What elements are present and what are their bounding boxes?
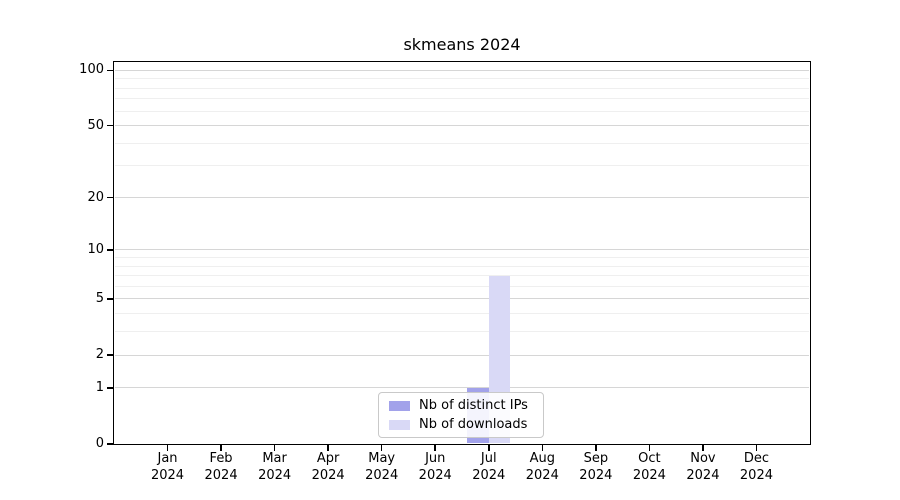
y-tick-label: 100 xyxy=(79,62,104,78)
x-tick-year: 2024 xyxy=(632,467,666,483)
y-tick-label: 0 xyxy=(95,436,104,451)
x-tick-month: Mar xyxy=(262,451,287,466)
x-tick-month: Feb xyxy=(209,451,233,466)
y-tick-label: 5 xyxy=(95,290,104,306)
y-tick-label: 1 xyxy=(95,379,104,395)
x-tick-month: Aug xyxy=(529,451,555,466)
x-tick-year: 2024 xyxy=(365,467,399,483)
x-tick-mark xyxy=(755,444,758,451)
x-tick-mark xyxy=(434,444,436,451)
x-tick-label: Aug 2024 xyxy=(502,451,582,484)
x-tick-label: Sep 2024 xyxy=(556,451,636,484)
x-tick-label: Nov 2024 xyxy=(663,451,743,484)
x-tick-month: Jan xyxy=(157,451,178,466)
x-tick-year: 2024 xyxy=(579,467,613,483)
x-tick-year: 2024 xyxy=(311,467,345,483)
x-tick-month: Apr xyxy=(316,451,340,466)
x-tick-year: 2024 xyxy=(150,467,185,483)
chart-title: skmeans 2024 xyxy=(403,35,521,54)
x-tick-mark xyxy=(488,444,490,451)
x-tick-year: 2024 xyxy=(418,467,452,483)
x-tick-mark xyxy=(541,444,544,451)
x-tick-month: Sep xyxy=(583,451,609,466)
x-tick-mark xyxy=(648,444,651,451)
x-tick-month: Jul xyxy=(480,451,497,466)
y-tick-label: 10 xyxy=(87,241,104,257)
y-tick-label: 20 xyxy=(87,189,104,205)
legend: Nb of distinct IPs Nb of downloads xyxy=(378,392,544,438)
y-tick-label: 2 xyxy=(95,347,104,363)
x-tick-month: Oct xyxy=(638,451,661,466)
x-tick-year: 2024 xyxy=(204,467,238,483)
x-tick-label: May 2024 xyxy=(342,451,422,484)
legend-label-distinct-ips: Nb of distinct IPs xyxy=(419,397,528,413)
legend-item-distinct-ips: Nb of distinct IPs xyxy=(389,398,543,414)
x-tick-label: Jun 2024 xyxy=(395,451,475,484)
x-tick-year: 2024 xyxy=(739,467,773,483)
x-tick-month: Nov xyxy=(690,451,716,466)
legend-item-downloads: Nb of downloads xyxy=(389,417,543,433)
x-tick-label: Apr 2024 xyxy=(288,451,368,484)
x-tick-mark xyxy=(273,444,276,451)
plot-area xyxy=(113,61,811,445)
x-tick-year: 2024 xyxy=(686,467,720,483)
x-tick-label: Mar 2024 xyxy=(235,451,315,484)
x-tick-mark xyxy=(166,444,169,451)
x-tick-mark xyxy=(220,444,222,451)
x-tick-month: Dec xyxy=(743,451,770,466)
legend-label-downloads: Nb of downloads xyxy=(419,416,528,432)
x-tick-label: Jul 2024 xyxy=(449,451,529,484)
x-tick-label: Feb 2024 xyxy=(181,451,261,484)
x-tick-year: 2024 xyxy=(258,467,292,483)
x-tick-mark xyxy=(595,444,597,451)
x-tick-mark xyxy=(327,444,329,451)
x-tick-month: May xyxy=(368,451,396,466)
x-tick-label: Oct 2024 xyxy=(609,451,689,484)
x-tick-mark xyxy=(380,444,383,451)
x-tick-label: Dec 2024 xyxy=(716,451,796,484)
x-tick-month: Jun xyxy=(425,451,446,466)
y-tick-label: 50 xyxy=(87,117,104,133)
x-tick-mark xyxy=(702,444,704,451)
x-tick-year: 2024 xyxy=(472,467,506,483)
x-tick-label: Jan 2024 xyxy=(128,451,208,484)
legend-swatch-distinct-ips xyxy=(389,400,410,411)
legend-swatch-downloads xyxy=(389,419,410,430)
x-tick-year: 2024 xyxy=(525,467,559,483)
